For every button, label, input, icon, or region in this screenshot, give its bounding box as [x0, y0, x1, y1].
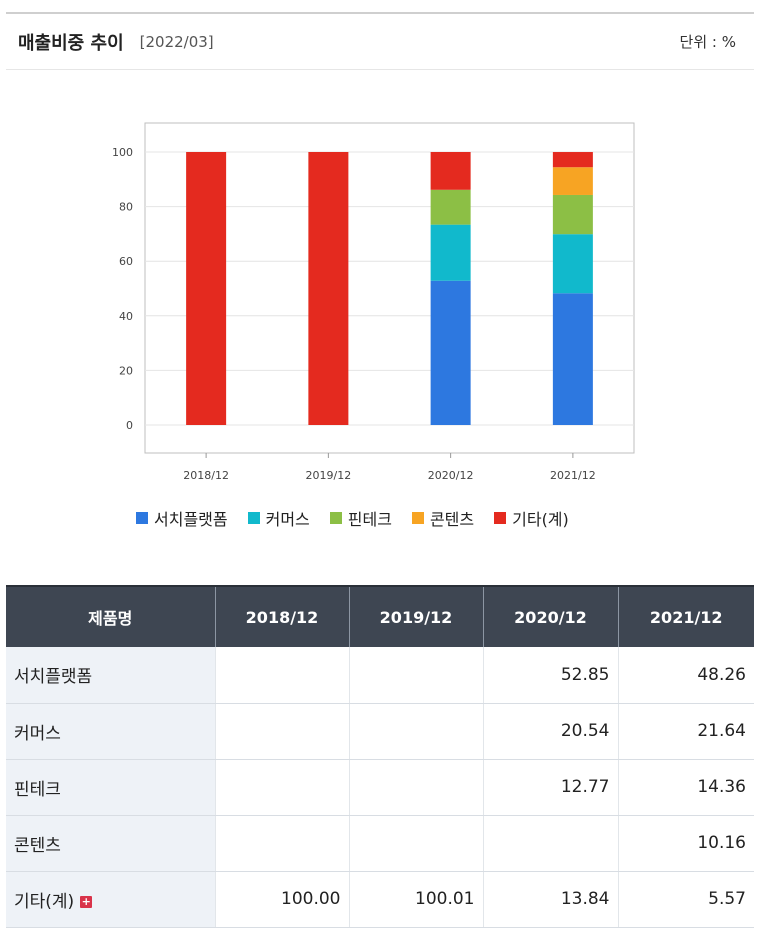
table-row: 서치플랫폼 52.85 48.26	[6, 647, 754, 704]
table-cell: 52.85	[483, 647, 619, 704]
bar-segment	[552, 152, 593, 168]
section-title: 매출비중 추이	[18, 32, 124, 54]
legend-item[interactable]: 핀테크	[329, 505, 392, 531]
table-row: 커머스 20.54 21.64	[6, 703, 754, 760]
table-cell: 48.26	[618, 647, 754, 704]
table-row: 콘텐츠 10.16	[6, 815, 754, 872]
y-tick-label: 40	[119, 310, 133, 323]
table-cell	[349, 815, 484, 872]
table-header-cell: 2020/12	[483, 585, 619, 647]
table-cell	[215, 759, 350, 816]
table-cell	[215, 703, 350, 760]
table-header-row: 제품명 2018/12 2019/12 2020/12 2021/12	[6, 585, 754, 647]
legend-item[interactable]: 커머스	[247, 505, 310, 531]
table-header-cell: 2019/12	[349, 585, 484, 647]
x-tick-label: 2021/12	[550, 469, 596, 482]
bar-segment	[308, 152, 349, 425]
bar-segment	[552, 167, 593, 195]
bar-segment	[186, 152, 227, 425]
legend-item[interactable]: 기타(계)	[494, 505, 569, 531]
plot-frame	[144, 122, 635, 454]
bar-segment	[552, 234, 593, 294]
table-row: 기타(계) + 100.00 100.01 13.84 5.57	[6, 871, 754, 928]
bar-segment	[552, 194, 593, 235]
legend-label: 커머스	[265, 510, 310, 529]
table-cell	[349, 703, 484, 760]
unit-label: 단위 : %	[679, 33, 736, 51]
y-tick-label: 100	[112, 146, 133, 159]
sales-table: 제품명 2018/12 2019/12 2020/12 2021/12 서치플랫…	[6, 585, 754, 928]
section-header: 매출비중 추이 [2022/03] 단위 : %	[6, 12, 754, 70]
table-header-cell: 제품명	[6, 585, 216, 647]
legend-swatch	[329, 512, 342, 524]
y-tick-label: 0	[126, 419, 133, 432]
row-name-label: 기타(계)	[14, 891, 75, 912]
table-cell	[483, 815, 619, 872]
table-cell: 20.54	[483, 703, 619, 760]
bar-segment	[430, 189, 471, 225]
bar-segment	[430, 280, 471, 425]
table-cell	[215, 647, 350, 704]
table-header-cell: 2018/12	[215, 585, 350, 647]
section-date: [2022/03]	[139, 32, 214, 51]
table-row: 핀테크 12.77 14.36	[6, 759, 754, 816]
table-cell	[349, 759, 484, 816]
expand-plus-icon[interactable]: +	[80, 894, 93, 908]
table-cell	[349, 647, 484, 704]
legend-swatch	[136, 512, 148, 524]
table-cell: 5.57	[618, 871, 754, 928]
row-name-expandable: 기타(계) +	[6, 871, 216, 928]
legend-item[interactable]: 콘텐츠	[411, 505, 475, 531]
row-name: 콘텐츠	[6, 815, 216, 872]
table-cell: 21.64	[618, 703, 754, 760]
row-name: 커머스	[6, 703, 216, 760]
table-cell: 10.16	[618, 815, 754, 872]
legend-swatch	[247, 512, 260, 524]
table-cell: 13.84	[483, 871, 619, 928]
bar-segment	[430, 152, 471, 190]
x-tick-label: 2018/12	[183, 469, 229, 482]
legend-swatch	[494, 512, 507, 524]
bar-segment	[430, 224, 471, 281]
table-cell: 12.77	[483, 759, 619, 816]
row-name: 핀테크	[6, 759, 216, 816]
table-cell: 14.36	[618, 759, 754, 816]
table-header-cell: 2021/12	[618, 585, 754, 647]
x-tick-label: 2020/12	[428, 469, 474, 482]
stacked-bar-chart: 100 80 60 40 20 0 2018/12 2019/12 2020/12 2021/12	[112, 122, 635, 482]
y-tick-label: 80	[119, 201, 133, 214]
legend-label: 서치플랫폼	[154, 510, 228, 529]
y-tick-label: 20	[119, 364, 133, 377]
table-cell	[215, 815, 350, 872]
legend-swatch	[411, 512, 424, 524]
chart-legend: 서치플랫폼 커머스 핀테크 콘텐츠 기타(계)	[136, 505, 616, 531]
x-tick-label: 2019/12	[306, 469, 352, 482]
row-name: 서치플랫폼	[6, 647, 216, 704]
bar-segment	[552, 293, 593, 425]
legend-item[interactable]: 서치플랫폼	[136, 505, 228, 531]
table-cell: 100.01	[349, 871, 484, 928]
legend-label: 기타(계)	[512, 510, 569, 529]
table-cell: 100.00	[215, 871, 350, 928]
legend-label: 콘텐츠	[429, 510, 475, 529]
legend-label: 핀테크	[347, 510, 392, 529]
y-tick-label: 60	[119, 255, 133, 268]
